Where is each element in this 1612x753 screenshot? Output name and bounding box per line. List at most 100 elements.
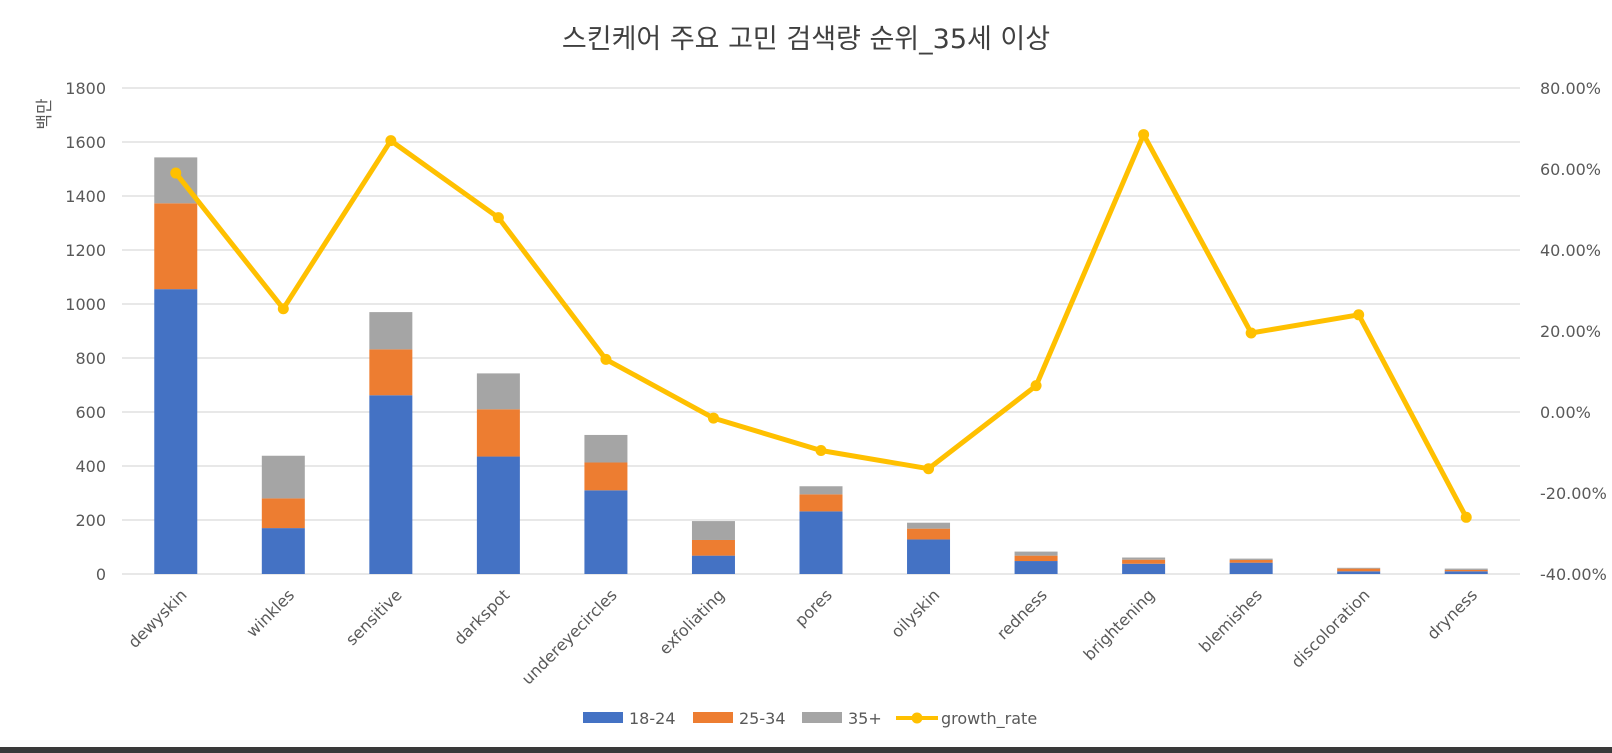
x-tick-label-undereyecircles: undereyecircles (518, 585, 621, 688)
bar-blemishes-18-24 (1229, 562, 1273, 574)
x-tick-label-oilyskin: oilyskin (887, 585, 943, 641)
y-tick-label-1: 200 (75, 511, 106, 530)
bar-dewyskin-25-34 (154, 203, 198, 290)
bar-sensitive-25-34 (369, 349, 413, 396)
bar-dryness-25-34 (1444, 569, 1488, 572)
bar-exfoliating-25-34 (691, 539, 735, 556)
x-tick-label-redness: redness (993, 585, 1051, 643)
bar-discoloration-25-34 (1337, 568, 1381, 572)
x-tick-label-brightening: brightening (1080, 585, 1159, 664)
bar-redness-25-34 (1014, 555, 1058, 562)
y-axis-left: 0 200 400 600 800 1000 1200 1400 1600 1800 (65, 79, 106, 584)
x-tick-label-pores: pores (791, 585, 836, 630)
x-tick-label-winkles: winkles (243, 585, 299, 641)
x-tick-label-darkspot: darkspot (450, 585, 513, 648)
bar-pores-18-24 (799, 511, 843, 574)
growth-point-sensitive (385, 135, 397, 147)
growth-point-oilyskin (923, 463, 935, 475)
bar-dryness-18-24 (1444, 571, 1488, 574)
legend: 18-24 25-34 35+ growth_rate (583, 709, 1037, 729)
bars (154, 157, 1488, 574)
x-tick-label-blemishes: blemishes (1195, 585, 1266, 656)
x-tick-label-dryness: dryness (1423, 585, 1481, 643)
y-tick-label-7: 1400 (65, 187, 106, 206)
bar-oilyskin-25-34 (907, 528, 951, 540)
growth-point-dewyskin (170, 167, 182, 179)
bar-winkles-25-34 (261, 498, 305, 529)
bar-darkspot-35+ (476, 373, 520, 410)
bar-sensitive-18-24 (369, 395, 413, 574)
y-tick-label-9: 1800 (65, 79, 106, 98)
y-axis-right: -40.00% -20.00% 0.00% 20.00% 40.00% 60.00% 80.… (1540, 79, 1607, 584)
bar-winkles-35+ (261, 455, 305, 499)
legend-swatch-35+ (802, 712, 842, 723)
bar-oilyskin-35+ (907, 522, 951, 529)
y2-tick-label-6: 80.00% (1540, 79, 1601, 98)
chart-title: 스킨케어 주요 고민 검색량 순위_35세 이상 (562, 24, 1050, 55)
x-tick-label-sensitive: sensitive (342, 585, 406, 649)
x-tick-label-exfoliating: exfoliating (655, 585, 728, 658)
y2-tick-label-0: -40.00% (1540, 565, 1607, 584)
bar-winkles-18-24 (261, 528, 305, 574)
bar-brightening-25-34 (1122, 559, 1166, 564)
y-tick-label-0: 0 (96, 565, 106, 584)
growth-point-redness (1030, 380, 1042, 392)
x-tick-label-discoloration: discoloration (1287, 585, 1373, 671)
legend-swatch-25-34 (693, 712, 733, 723)
y2-tick-label-1: -20.00% (1540, 484, 1607, 503)
growth-point-discoloration (1353, 309, 1365, 321)
bar-pores-35+ (799, 486, 843, 495)
y2-tick-label-2: 0.00% (1540, 403, 1591, 422)
gridlines (122, 87, 1520, 575)
y2-tick-label-5: 60.00% (1540, 160, 1601, 179)
bar-pores-25-34 (799, 494, 843, 512)
bar-redness-35+ (1014, 551, 1058, 556)
bar-dewyskin-18-24 (154, 289, 198, 574)
bar-exfoliating-18-24 (691, 555, 735, 574)
x-tick-label-dewyskin: dewyskin (124, 585, 190, 651)
growth-point-pores (815, 444, 827, 456)
y-tick-label-2: 400 (75, 457, 106, 476)
legend-swatch-18-24 (583, 712, 623, 723)
bar-darkspot-18-24 (476, 456, 520, 574)
bar-brightening-35+ (1122, 557, 1166, 560)
y2-tick-label-4: 40.00% (1540, 241, 1601, 260)
legend-label-growth_rate: growth_rate (941, 709, 1037, 729)
growth-point-blemishes (1245, 327, 1257, 339)
bar-redness-18-24 (1014, 561, 1058, 574)
growth-point-winkles (277, 303, 289, 315)
y-tick-label-3: 600 (75, 403, 106, 422)
bar-oilyskin-18-24 (907, 539, 951, 574)
growth-point-darkspot (492, 212, 504, 224)
y2-tick-label-3: 20.00% (1540, 322, 1601, 341)
bar-discoloration-35+ (1337, 567, 1381, 569)
x-axis: dewyskin winkles sensitive darkspot undereye… (124, 585, 1481, 688)
y-tick-label-4: 800 (75, 349, 106, 368)
legend-swatch-marker (911, 712, 923, 724)
bar-blemishes-25-34 (1229, 559, 1273, 563)
legend-label-18-24: 18-24 (629, 709, 676, 728)
growth-point-exfoliating (707, 412, 719, 424)
y-tick-label-6: 1200 (65, 241, 106, 260)
legend-label-25-34: 25-34 (739, 709, 786, 728)
growth-line-layer (170, 129, 1472, 523)
bar-dewyskin-35+ (154, 157, 198, 204)
bar-dryness-35+ (1444, 568, 1488, 570)
window-bottom-edge (0, 747, 1612, 753)
bar-blemishes-35+ (1229, 558, 1273, 560)
y-axis-title: 백만 (35, 98, 55, 130)
bar-exfoliating-35+ (691, 521, 735, 540)
y-tick-label-8: 1600 (65, 133, 106, 152)
growth-point-undereyecircles (600, 353, 612, 365)
bar-undereyecircles-18-24 (584, 490, 628, 574)
growth-point-brightening (1138, 129, 1150, 141)
bar-undereyecircles-35+ (584, 434, 628, 463)
bar-darkspot-25-34 (476, 409, 520, 457)
bar-discoloration-18-24 (1337, 571, 1381, 574)
bar-brightening-18-24 (1122, 563, 1166, 574)
bar-undereyecircles-25-34 (584, 462, 628, 491)
growth-point-dryness (1460, 511, 1472, 523)
bar-sensitive-35+ (369, 312, 413, 350)
